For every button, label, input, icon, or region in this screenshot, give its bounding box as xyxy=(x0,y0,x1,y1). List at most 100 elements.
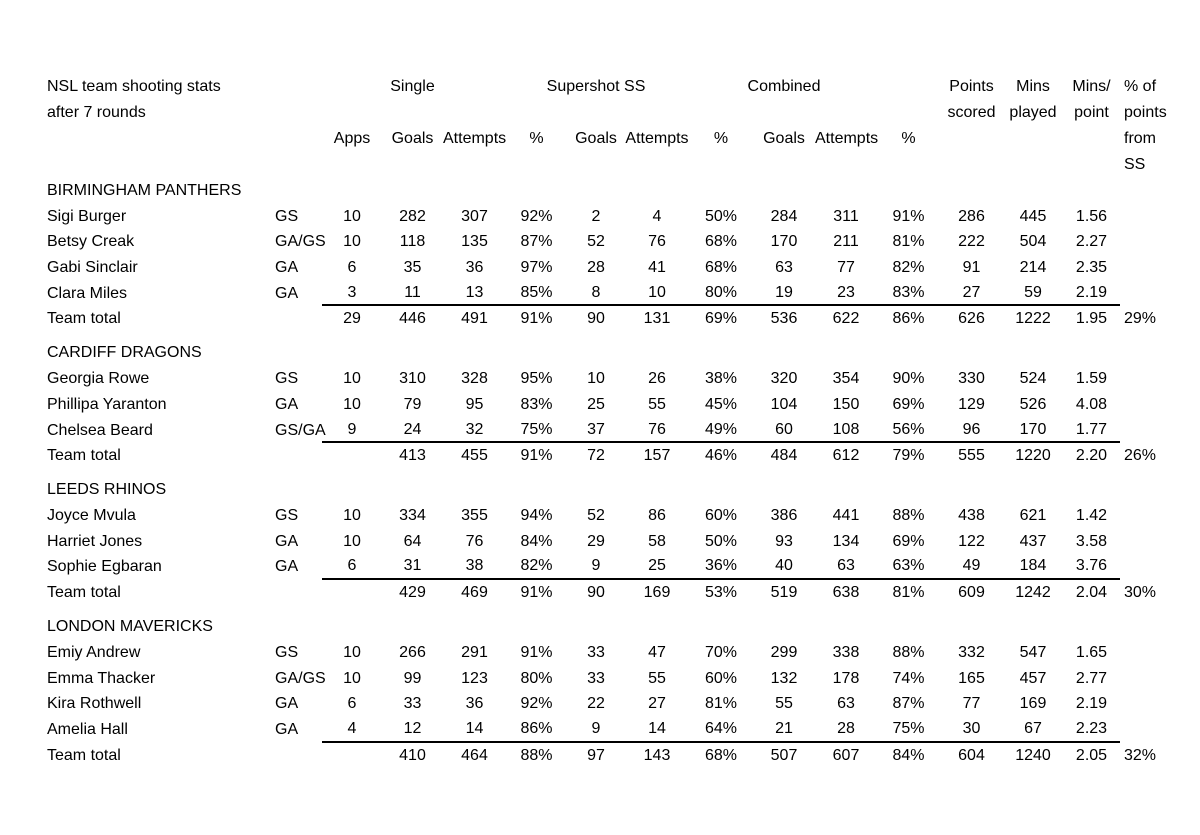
cell-ssa: 58 xyxy=(648,532,666,550)
cell-sp: 97% xyxy=(520,258,553,276)
cell-pts: 330 xyxy=(958,370,985,388)
team-section: CARDIFF DRAGONS Georgia Rowe GS 10 310 328 95%… xyxy=(47,341,1200,469)
col-header-pctss-4: SS xyxy=(1124,156,1146,173)
cell-sp: 91% xyxy=(520,447,553,465)
header-row-3: Apps Goals Attempts % Goals Attempts % G… xyxy=(47,126,1200,152)
cell-mins: 184 xyxy=(1019,557,1047,575)
cell-sa: 355 xyxy=(461,507,488,525)
cell-sg: 413 xyxy=(399,447,426,465)
cell-mpp: 2.19 xyxy=(1075,283,1108,301)
col-header-minsperpoint-2: point xyxy=(1074,104,1109,121)
cell-sg: 429 xyxy=(399,584,426,602)
row-stats-group: 413 455 91% 72 157 46% 484 612 79% 555 1220 2.20 xyxy=(322,443,1120,469)
cell-position: GA xyxy=(275,558,299,576)
cell-ca: 178 xyxy=(832,669,860,687)
cell-pts: 165 xyxy=(958,669,985,687)
cell-sp: 83% xyxy=(520,395,553,413)
cell-ssg: 29 xyxy=(587,532,605,550)
cell-mpp: 2.23 xyxy=(1075,720,1108,738)
cell-ssg: 97 xyxy=(587,746,605,764)
cell-ssp: 36% xyxy=(704,557,738,575)
cell-ssa: 55 xyxy=(648,395,666,413)
cell-ssa: 26 xyxy=(648,370,666,388)
cell-sp: 91% xyxy=(520,584,553,602)
cell-sp: 94% xyxy=(520,507,553,525)
cell-ca: 134 xyxy=(832,532,860,550)
cell-mins: 1242 xyxy=(1015,584,1051,602)
cell-mins: 1220 xyxy=(1015,447,1051,465)
title-line-2: after 7 rounds xyxy=(47,104,146,121)
cell-cg: 320 xyxy=(770,370,798,388)
col-header-points-1: Points xyxy=(949,78,994,95)
cell-cp: 63% xyxy=(892,557,925,575)
cell-position: GS xyxy=(275,507,299,525)
cell-sa: 469 xyxy=(461,584,488,602)
cell-apps: 10 xyxy=(343,669,361,687)
row-stats-group: 6 31 38 82% 9 25 36% 40 63 63% 49 184 3.76 xyxy=(322,555,1120,581)
group-header-combined: Combined xyxy=(748,78,821,96)
player-row: Emiy Andrew GS 10 266 291 91% 33 47 70% 299 338 88%… xyxy=(47,640,1200,666)
cell-player-name: Harriet Jones xyxy=(47,532,143,550)
row-stats-group: 10 334 355 94% 52 86 60% 386 441 88% 438 621 1.42 xyxy=(322,503,1120,529)
cell-position: GA xyxy=(275,532,299,550)
cell-ssp: 45% xyxy=(704,395,738,413)
col-header-combined-goals: Goals xyxy=(763,130,805,147)
cell-sg: 446 xyxy=(399,310,426,328)
group-header-combined-label: Combined xyxy=(747,78,821,95)
col-header-pctss-2: points xyxy=(1124,104,1167,121)
col-header-mins-1: Mins xyxy=(1016,78,1050,95)
cell-pts: 609 xyxy=(958,584,985,602)
group-header-single: Single xyxy=(390,78,435,95)
cell-apps: 4 xyxy=(347,720,357,738)
col-header-pctss-3: from xyxy=(1124,130,1156,147)
cell-ssa: 41 xyxy=(648,258,666,276)
cell-player-name: Kira Rothwell xyxy=(47,695,142,713)
cell-pts: 626 xyxy=(958,310,985,328)
cell-cp: 69% xyxy=(892,532,925,550)
cell-ssp: 50% xyxy=(704,532,738,550)
player-row: Clara Miles GA 3 11 13 85% 8 10 80% 19 23 83% 27 59 2.… xyxy=(47,281,1200,307)
cell-cp: 84% xyxy=(892,746,925,764)
team-total-row: Team total 410 464 88% 97 143 68% 507 607 84% 604 1… xyxy=(47,743,1200,769)
cell-cg: 40 xyxy=(775,557,793,575)
cell-sg: 79 xyxy=(403,395,422,413)
cell-mpp: 3.76 xyxy=(1075,557,1108,575)
cell-ssp: 70% xyxy=(704,644,738,662)
cell-ssp: 69% xyxy=(704,310,738,328)
cell-position: GA/GS xyxy=(275,669,326,687)
cell-mins: 524 xyxy=(1019,370,1047,388)
cell-cp: 90% xyxy=(892,370,925,388)
cell-mins: 59 xyxy=(1024,283,1042,301)
cell-ssa: 4 xyxy=(652,207,662,225)
cell-mpp: 1.65 xyxy=(1075,644,1108,662)
cell-sp: 91% xyxy=(520,310,553,328)
cell-cg: 19 xyxy=(775,283,793,301)
cell-player-name: Joyce Mvula xyxy=(47,507,136,525)
row-stats-group: 6 33 36 92% 22 27 81% 55 63 87% 77 169 2.19 xyxy=(322,692,1120,718)
cell-cg: 63 xyxy=(775,258,793,276)
row-stats-group: 10 282 307 92% 2 4 50% 284 311 91% 286 445 1.56 xyxy=(322,204,1120,230)
cell-mins: 621 xyxy=(1019,507,1047,525)
cell-sa: 13 xyxy=(465,283,484,301)
team-name: CARDIFF DRAGONS xyxy=(47,344,202,362)
row-stats-group: 29 446 491 91% 90 131 69% 536 622 86% 626 1222 1.95 xyxy=(322,306,1120,332)
player-row: Betsy Creak GA/GS 10 118 135 87% 52 76 68% 170 211… xyxy=(47,229,1200,255)
team-section: BIRMINGHAM PANTHERS Sigi Burger GS 10 282 307… xyxy=(47,178,1200,332)
col-header-single-goals: Goals xyxy=(391,130,434,147)
cell-position: GS/GA xyxy=(275,421,326,439)
cell-sp: 87% xyxy=(520,233,553,251)
cell-ssg: 33 xyxy=(587,669,605,687)
cell-sg: 310 xyxy=(399,370,426,388)
cell-cg: 299 xyxy=(770,644,798,662)
cell-sp: 88% xyxy=(520,746,553,764)
cell-sg: 118 xyxy=(399,233,426,251)
col-header-pctss-1: % of xyxy=(1124,78,1157,95)
team-total-row: Team total 429 469 91% 90 169 53% 519 638 81% 609 1… xyxy=(47,580,1200,606)
cell-sa: 464 xyxy=(461,746,488,764)
cell-mins: 214 xyxy=(1019,258,1047,276)
cell-ssg: 37 xyxy=(587,420,605,438)
col-header-apps: Apps xyxy=(333,130,371,147)
row-stats-group: 4 12 14 86% 9 14 64% 21 28 75% 30 67 2.23 xyxy=(322,717,1120,743)
cell-position: GA xyxy=(275,395,299,413)
title-line-1: NSL team shooting stats xyxy=(47,78,221,95)
